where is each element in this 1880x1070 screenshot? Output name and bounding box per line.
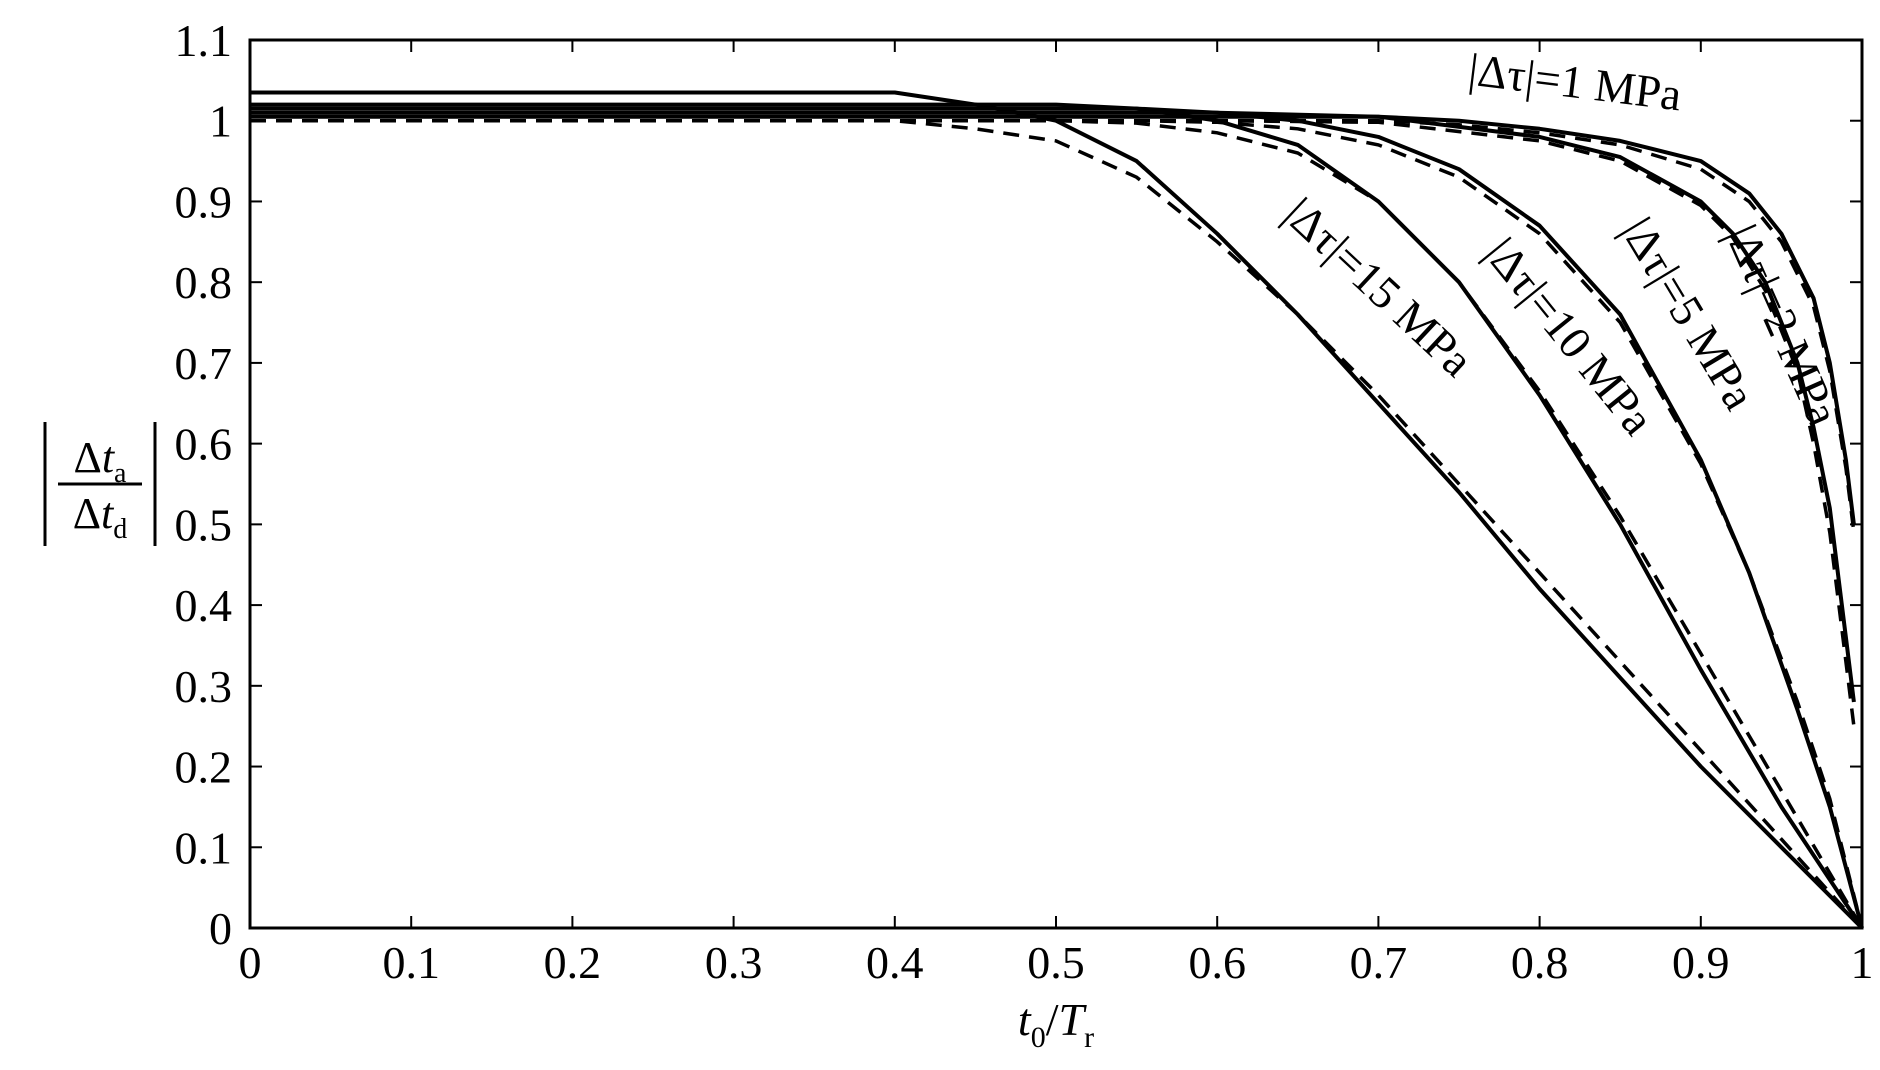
x-tick-label: 0.2 (544, 937, 602, 988)
x-tick-label: 0.1 (382, 937, 440, 988)
y-tick-label: 0.8 (175, 257, 233, 308)
plot-frame (248, 38, 1864, 930)
x-axis-title-sub2: r (1084, 1021, 1094, 1054)
curve-label: |Δτ|=1 MPa (1466, 44, 1684, 121)
series-line-solid (250, 106, 1864, 929)
y-axis-title-numerator: Δta (74, 433, 128, 489)
x-axis-title: t0/Tr (1018, 994, 1094, 1054)
y-den-delta: Δ (73, 489, 101, 538)
x-axis-title-slash: / (1046, 994, 1059, 1045)
x-axis-title-main2: T (1058, 994, 1087, 1045)
y-tick-label: 0.3 (175, 661, 233, 712)
y-tick-label: 0.1 (175, 822, 233, 873)
x-tick-label: 0.8 (1511, 937, 1569, 988)
curves (250, 90, 1864, 930)
y-tick-label: 0.4 (175, 580, 233, 631)
y-tick-label: 0.6 (175, 419, 233, 470)
series-line-dashed (250, 118, 1864, 930)
x-tick-label: 0.4 (866, 937, 924, 988)
x-axis-title-sub0: 0 (1031, 1021, 1046, 1054)
x-tick-label: 0.7 (1350, 937, 1408, 988)
series-line-dashed (250, 118, 1856, 533)
y-den-var: t (101, 489, 115, 538)
y-axis-title-denominator: Δtd (73, 489, 128, 545)
series-line-solid (250, 90, 1864, 930)
y-tick-label: 0.7 (175, 338, 233, 389)
x-tick-label: 1 (1851, 937, 1874, 988)
y-tick-label: 0 (209, 903, 232, 954)
x-axis-title-main: t (1018, 994, 1032, 1045)
ticks: 0 0.1 0.2 0.3 0.4 0.5 0.6 0.7 0.8 0.9 1 0 0.1 0.2 0.3 0… (175, 15, 1874, 988)
series-line-solid (250, 114, 1856, 525)
y-tick-label: 0.5 (175, 499, 233, 550)
y-num-delta: Δ (74, 433, 102, 482)
y-num-var: t (102, 433, 116, 482)
x-tick-label: 0.9 (1672, 937, 1730, 988)
x-tick-label: 0.6 (1188, 937, 1246, 988)
series-line-dashed (250, 118, 1864, 929)
y-tick-label: 0.9 (175, 176, 233, 227)
y-tick-label: 0.2 (175, 742, 233, 793)
series-line-solid (250, 110, 1856, 703)
x-tick-label: 0.5 (1027, 937, 1085, 988)
y-tick-label: 1.1 (175, 15, 233, 66)
x-tick-label: 0 (239, 937, 262, 988)
y-num-sub: a (114, 458, 127, 489)
series-line-dashed (250, 118, 1856, 727)
y-tick-label: 1 (209, 96, 232, 147)
y-axis-title: Δta Δtd (43, 422, 157, 546)
y-den-sub: d (113, 514, 127, 545)
curve-label: |Δτ|=15 MPa (1275, 188, 1483, 387)
x-tick-label: 0.3 (705, 937, 763, 988)
